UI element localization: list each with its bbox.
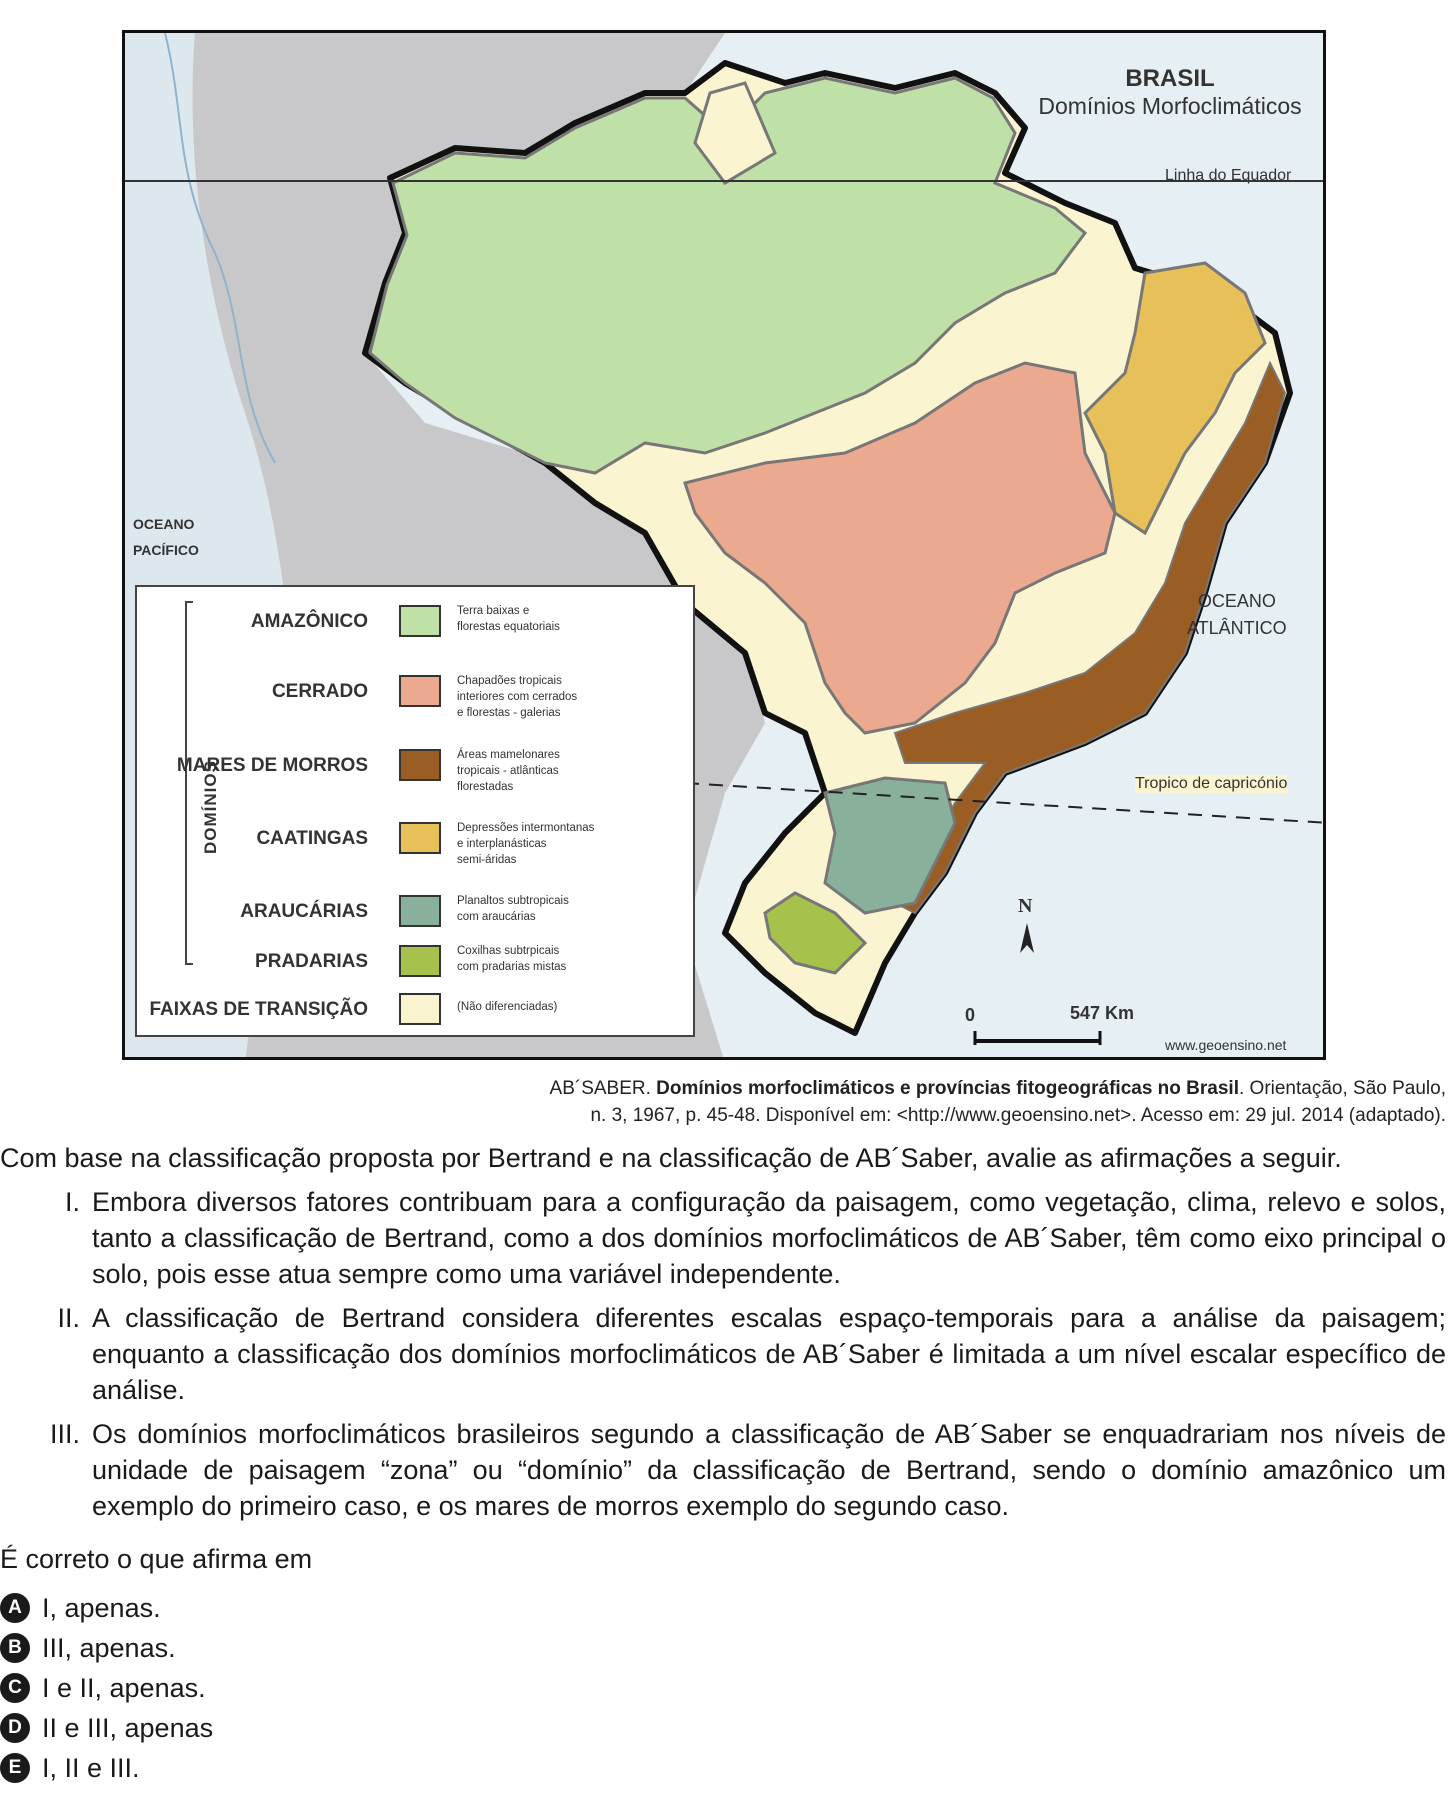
legend-swatch (399, 675, 441, 707)
tropic-label: Tropico de capricónio (1135, 775, 1288, 793)
equator-label: Linha do Equador (1165, 167, 1292, 184)
ocean-pacific-label: OCEANO PACÍFICO (133, 516, 199, 558)
legend-swatch (399, 993, 441, 1025)
option-letter-badge: D (0, 1713, 30, 1743)
option-letter-badge: E (0, 1753, 30, 1783)
map-subtitle: Domínios Morfoclimáticos (1038, 93, 1302, 119)
legend-item-araucarias: ARAUCÁRIAS Planaltos subtropicais com ara… (137, 893, 693, 933)
option-letter-badge: C (0, 1673, 30, 1703)
map-title-block: BRASIL Domínios Morfoclimáticos (1025, 65, 1315, 120)
map-title: BRASIL (1125, 65, 1215, 92)
legend-item-caatingas: CAATINGAS Depressões intermontanas e inte… (256, 822, 595, 866)
legend-item-cerrado: CERRADO Chapadões tropicais interiores co… (271, 675, 578, 719)
option-b[interactable]: B III, apenas. (0, 1628, 213, 1668)
option-letter-badge: A (0, 1593, 30, 1623)
legend-swatch (399, 605, 441, 637)
legend-swatch (399, 945, 441, 977)
region-cerrado (683, 361, 1117, 735)
region-araucarias (823, 776, 957, 915)
legend-bracket (185, 601, 193, 965)
scale-end: 547 Km (1070, 1003, 1135, 1023)
statement-item: II. A classificação de Bertrand consider… (57, 1303, 1446, 1405)
option-d[interactable]: D II e III, apenas (0, 1708, 213, 1748)
brazil-map-figure: BRASIL Domínios Morfoclimáticos Linha do… (122, 30, 1326, 1060)
question-intro: Com base na classificação proposta por B… (0, 1143, 1342, 1173)
north-arrow-icon: N (1018, 895, 1033, 917)
map-source-mark: www.geoensino.net (1165, 1037, 1287, 1053)
legend-item-pradarias: PRADARIAS Coxilhas subtrpicais com pradar… (137, 943, 693, 983)
region-amazonico (368, 76, 1088, 475)
option-letter-badge: B (0, 1633, 30, 1663)
legend-swatch (399, 895, 441, 927)
statement-item: I. Embora diversos fatores contribuam pa… (64, 1187, 1446, 1289)
figure-citation: AB´SABER. Domínios morfoclimáticos e pro… (549, 1078, 1446, 1126)
option-c[interactable]: C I e II, apenas. (0, 1668, 213, 1708)
answer-options: A I, apenas. B III, apenas. C I e II, ap… (0, 1588, 213, 1788)
map-legend: DOMÍNIOS AMAZÔNICO Terra baixas e florest… (135, 585, 695, 1037)
legend-swatch (399, 749, 441, 781)
legend-item-faixas-de-transicao: FAIXAS DE TRANSIÇÃO (Não diferenciadas) (137, 991, 693, 1031)
region-caatingas (1083, 261, 1267, 536)
option-e[interactable]: E I, II e III. (0, 1748, 213, 1788)
statement-item: III. Os domínios morfoclimáticos brasile… (49, 1419, 1446, 1521)
legend-swatch (399, 822, 441, 854)
question-prompt: É correto o que afirma em (0, 1544, 313, 1574)
ocean-atlantic-label: OCEANO ATLÂNTICO (1187, 591, 1287, 638)
legend-item-mares-de-morros: MARES DE MORROS Áreas mamelonares tropica… (176, 749, 560, 793)
statement-list: I. Embora diversos fatores contribuam pa… (0, 1184, 1446, 1532)
option-a[interactable]: A I, apenas. (0, 1588, 213, 1628)
legend-item-amazonico: AMAZÔNICO Terra baixas e florestas equato… (137, 603, 693, 643)
region-pradarias (763, 891, 868, 975)
scale-start: 0 (965, 1005, 976, 1025)
